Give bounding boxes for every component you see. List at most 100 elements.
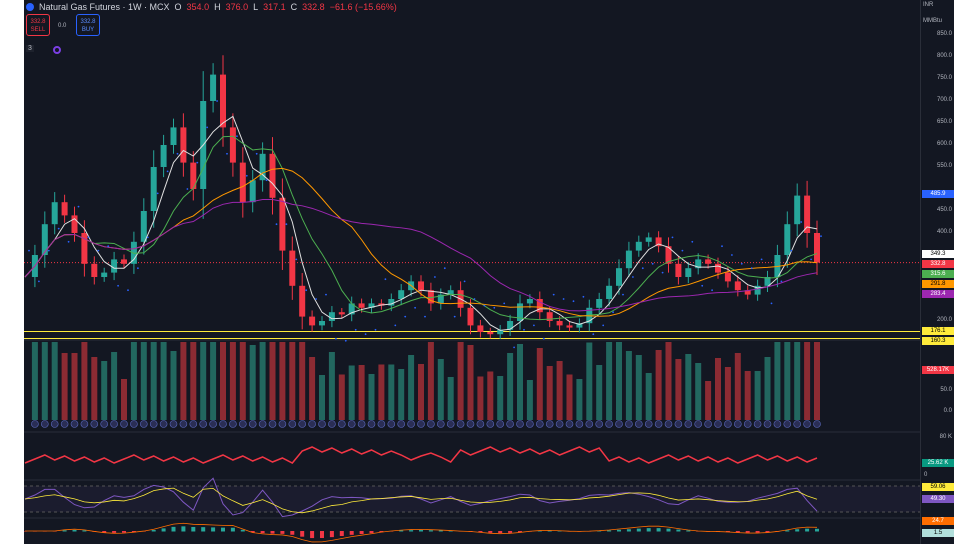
volume-bar xyxy=(91,357,98,420)
sar-dot xyxy=(176,152,179,155)
sar-dot xyxy=(295,258,298,261)
chart-area[interactable] xyxy=(24,0,920,544)
volume-bar xyxy=(259,342,266,420)
candle xyxy=(566,325,573,328)
event-marker-icon xyxy=(337,420,346,428)
candle xyxy=(140,211,147,242)
event-marker-icon xyxy=(397,420,406,428)
price-tick: 700.0 xyxy=(936,97,952,103)
macd-histogram-bar xyxy=(122,531,126,533)
unit-label[interactable]: MMBtu xyxy=(923,18,943,24)
event-marker-icon xyxy=(229,420,237,428)
currency-label[interactable]: INR xyxy=(923,2,934,8)
event-marker-icon xyxy=(634,420,643,428)
l-label: L xyxy=(253,2,259,12)
volume-bar xyxy=(526,380,533,420)
sar-dot xyxy=(245,174,248,177)
volume-bar xyxy=(566,374,573,420)
indicators-toggle[interactable]: 3 xyxy=(26,45,34,52)
macd-histogram-bar xyxy=(597,530,602,532)
event-marker-icon xyxy=(159,420,168,428)
candle xyxy=(259,153,266,181)
moving-average-line xyxy=(24,198,818,312)
event-marker-icon xyxy=(605,420,613,428)
volume-bar xyxy=(754,371,761,420)
sar-dot xyxy=(632,276,634,278)
sar-dot xyxy=(542,337,545,340)
macd-histogram-bar xyxy=(329,531,334,538)
macd-histogram-bar xyxy=(339,531,344,537)
macd-histogram-bar xyxy=(359,531,364,535)
candle xyxy=(309,316,316,326)
change-value: −61.6 (−15.66%) xyxy=(329,2,397,12)
event-marker-icon xyxy=(486,420,495,428)
event-marker-icon xyxy=(545,420,554,428)
macd-histogram-bar xyxy=(250,531,255,533)
sar-dot xyxy=(275,223,278,226)
macd-histogram-bar xyxy=(171,526,176,532)
event-marker-icon xyxy=(90,420,99,428)
price-tick: 800.0 xyxy=(936,53,952,59)
event-marker-icon xyxy=(100,420,108,428)
volume-bar xyxy=(655,350,662,420)
volume-bar xyxy=(665,342,672,420)
volume-bar xyxy=(635,355,642,420)
event-marker-icon xyxy=(239,420,247,428)
rsi-band xyxy=(24,486,920,512)
sar-dot xyxy=(691,240,694,243)
sar-dot xyxy=(483,304,486,307)
volume-bar xyxy=(764,357,771,420)
macd-line xyxy=(25,522,818,543)
candle xyxy=(526,299,533,304)
sar-dot xyxy=(661,271,664,274)
event-marker-icon xyxy=(328,420,336,428)
macd-histogram-bar xyxy=(498,531,503,534)
sar-dot xyxy=(47,249,50,252)
volume-bar xyxy=(338,374,345,420)
sar-dot xyxy=(493,306,496,309)
buy-button[interactable]: 332.8 BUY xyxy=(76,14,100,36)
event-marker-icon xyxy=(496,420,505,428)
volume-bar xyxy=(71,353,78,420)
symbol-title[interactable]: Natural Gas Futures · 1W · MCX xyxy=(39,2,170,12)
volume-bar xyxy=(140,342,147,420)
candle xyxy=(279,197,286,251)
candle xyxy=(91,263,98,277)
candle xyxy=(121,259,127,264)
macd-histogram-bar xyxy=(755,531,760,533)
price-tick: 550.0 xyxy=(936,163,952,169)
macd-histogram-bar xyxy=(636,528,641,532)
macd-histogram-bar xyxy=(488,531,493,533)
event-marker-icon xyxy=(130,420,138,428)
event-marker-icon xyxy=(763,420,772,428)
sell-button[interactable]: 332.8 SELL xyxy=(26,14,50,36)
event-marker-icon xyxy=(555,420,564,428)
volume-bar xyxy=(398,369,405,420)
candle xyxy=(685,268,692,277)
event-marker-icon xyxy=(140,420,148,428)
candle xyxy=(81,233,88,264)
sar-dot xyxy=(404,315,407,318)
candle xyxy=(467,307,474,326)
price-tag: 160.3 xyxy=(922,336,954,345)
price-axis[interactable]: INR MMBtu 850.0 800.0 750.0 700.0 650.0 600.0… xyxy=(920,0,954,544)
indicator-settings-icon[interactable] xyxy=(53,46,61,54)
volume-bar xyxy=(180,342,187,420)
sar-dot xyxy=(137,267,139,270)
macd-histogram-bar xyxy=(62,530,67,532)
macd-tag: 24.7 xyxy=(922,517,954,525)
macd-histogram-bar xyxy=(221,527,225,532)
macd-histogram-bar xyxy=(745,531,750,533)
sar-dot xyxy=(156,192,159,195)
volume-bar xyxy=(160,342,167,420)
macd-histogram-bar xyxy=(230,527,235,532)
chart-canvas[interactable] xyxy=(24,0,920,544)
buy-label: BUY xyxy=(81,27,95,33)
sar-dot xyxy=(354,328,357,331)
candle xyxy=(289,250,296,286)
macd-histogram-bar xyxy=(151,529,156,532)
candle xyxy=(101,272,108,277)
price-tick: 400.0 xyxy=(936,229,952,235)
close-value: 332.8 xyxy=(302,2,325,12)
macd-histogram-bar xyxy=(131,531,136,533)
